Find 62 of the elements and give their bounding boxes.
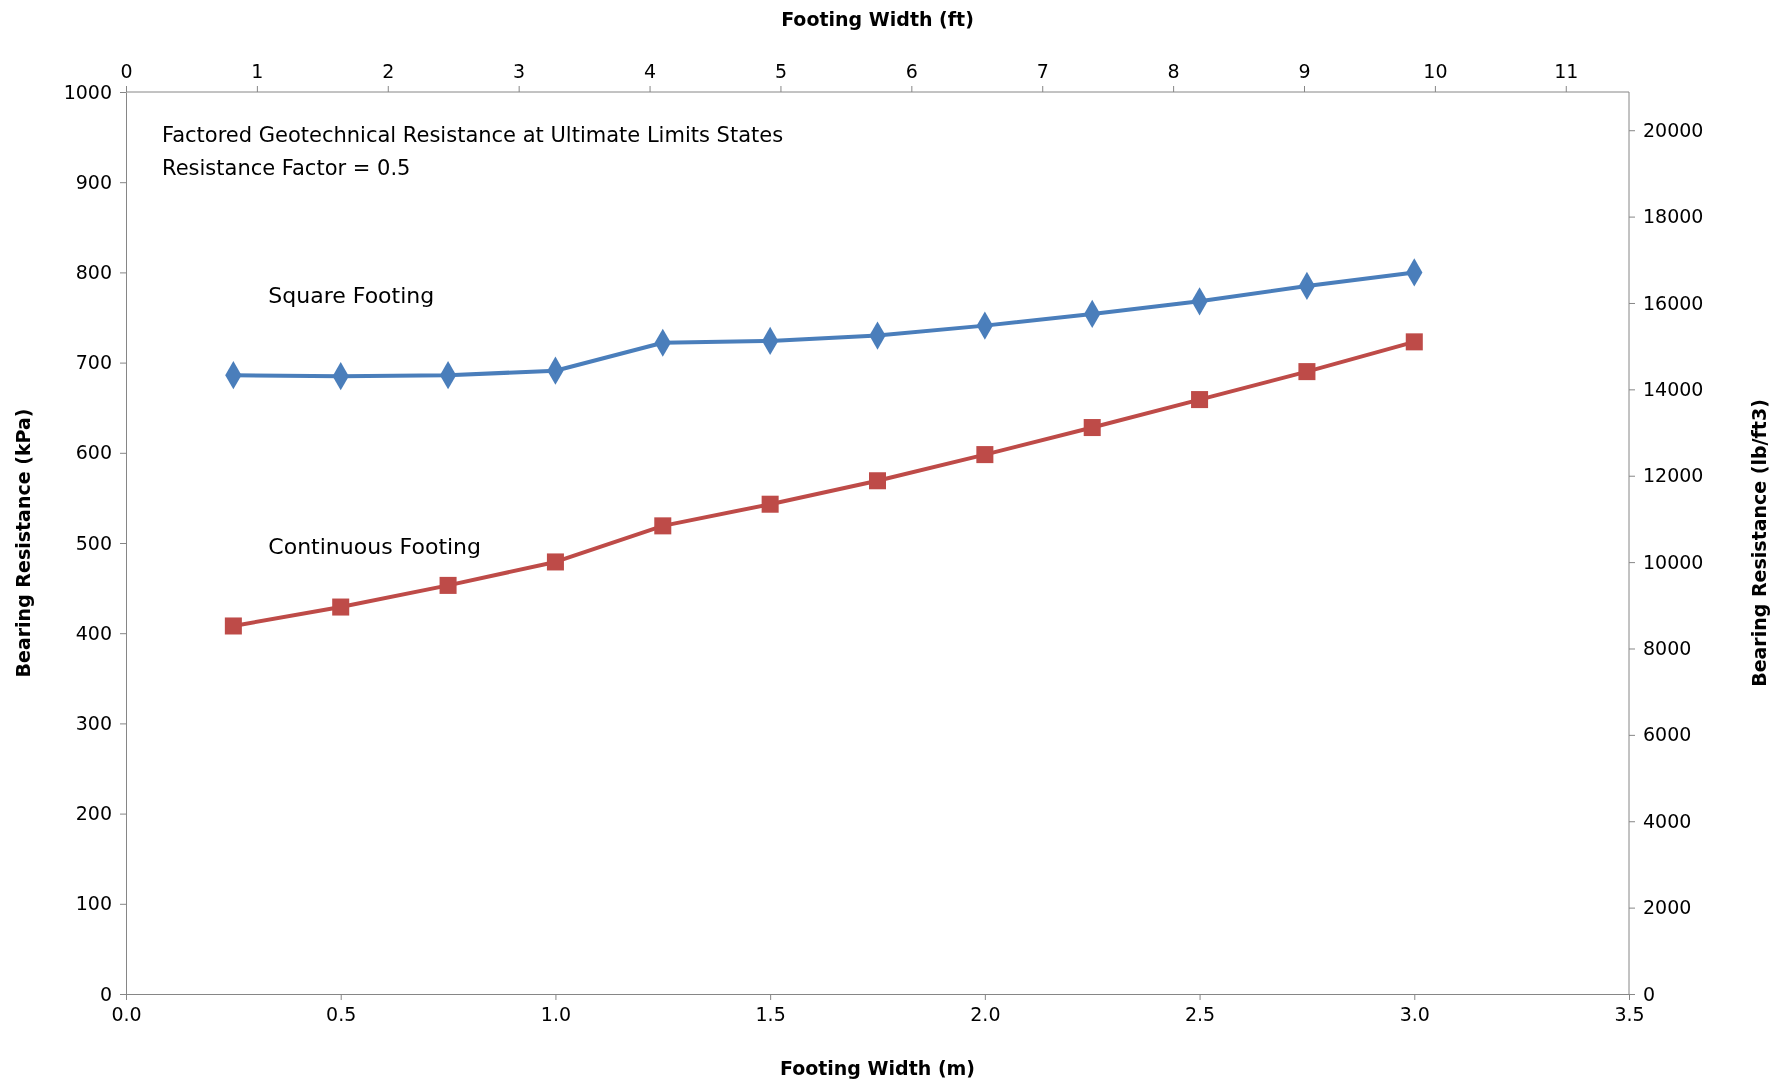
y-tick-label: 0: [99, 982, 112, 1005]
point: [1083, 419, 1101, 437]
y-tick-label: 200: [75, 802, 112, 825]
point: [976, 446, 994, 464]
x2-tick-label: 11: [1554, 60, 1579, 82]
x-tick-label: 2.0: [970, 1003, 1001, 1026]
annotation: Factored Geotechnical Resistance at Ultimate Limits States: [162, 123, 784, 147]
annotation: Resistance Factor = 0.5: [162, 156, 411, 180]
y2-tick-label: 20000: [1643, 118, 1704, 141]
y2-tick-label: 14000: [1643, 377, 1704, 400]
x2-tick-label: 3: [513, 60, 526, 82]
y2-tick-label: 0: [1643, 982, 1656, 1005]
x2-tick-label: 7: [1036, 60, 1049, 82]
y-tick-label: 900: [75, 170, 112, 193]
y-tick-label: 500: [75, 531, 112, 554]
y-tick-label: 300: [75, 711, 112, 734]
point: [1298, 363, 1316, 381]
x2-tick-label: 2: [382, 60, 395, 82]
x-tick-label: 1.0: [540, 1003, 572, 1026]
point: [1405, 333, 1423, 351]
x-tick-label: 3.0: [1399, 1003, 1430, 1026]
x-tick-label: 3.5: [1614, 1003, 1645, 1026]
y2-tick-label: 16000: [1643, 291, 1704, 314]
x-tick-label: 1.5: [755, 1003, 786, 1026]
y2-axis-title: Bearing Resistance (lb/ft3): [1748, 399, 1770, 687]
series-label: Continuous Footing: [268, 533, 482, 559]
x2-tick-label: 1: [251, 60, 264, 82]
point: [224, 617, 242, 635]
y2-tick-label: 18000: [1643, 205, 1704, 228]
y2-tick-label: 4000: [1643, 809, 1692, 832]
x-tick-label: 0.5: [326, 1003, 357, 1026]
point: [439, 576, 457, 594]
point: [761, 495, 779, 513]
y2-tick-label: 2000: [1643, 896, 1692, 919]
text: Square Footing: [268, 283, 435, 309]
x2-tick-label: 9: [1298, 60, 1311, 82]
x2-axis-title: Footing Width (ft): [781, 8, 974, 30]
x2-tick-label: 8: [1167, 60, 1180, 82]
point: [868, 472, 887, 490]
x-axis-title: Footing Width (m): [779, 1057, 976, 1079]
y-tick-label: 1000: [63, 80, 112, 103]
x2-tick-label: 6: [905, 60, 918, 82]
point: [654, 517, 672, 535]
y2-tick-label: 12000: [1643, 464, 1704, 487]
point: [332, 598, 350, 616]
x-tick-label: 0.0: [111, 1003, 142, 1026]
point: [546, 553, 564, 571]
y2-tick-label: 6000: [1643, 723, 1692, 746]
y-tick-label: 700: [75, 351, 112, 374]
x2-tick-label: 4: [644, 60, 657, 82]
x2-tick-label: 10: [1423, 60, 1448, 82]
x-tick-label: 2.5: [1184, 1003, 1216, 1026]
y-tick-label: 100: [75, 892, 112, 915]
y-tick-label: 800: [75, 260, 112, 283]
y2-tick-label: 8000: [1643, 637, 1692, 660]
y-tick-label: 400: [75, 621, 112, 644]
point: [1191, 391, 1209, 409]
x2-tick-label: 5: [774, 60, 787, 82]
y2-tick-label: 10000: [1643, 550, 1704, 573]
y-axis-title: Bearing Resistance (kPa): [12, 408, 34, 678]
y-tick-label: 600: [75, 441, 112, 464]
x2-tick-label: 0: [120, 60, 133, 82]
